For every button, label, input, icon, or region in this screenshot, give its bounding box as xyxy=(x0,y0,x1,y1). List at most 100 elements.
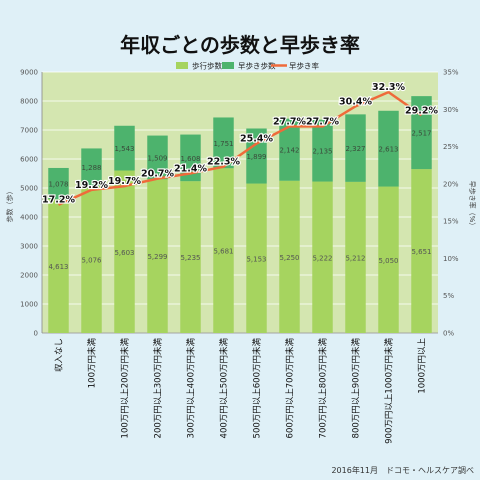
bar-walk xyxy=(378,186,399,333)
x-tick-label: 100万円未満 xyxy=(87,338,98,389)
bar-walk-label: 5,222 xyxy=(312,254,332,262)
legend-item: 早歩き歩数 xyxy=(222,61,276,71)
y-tick-right: 25% xyxy=(443,143,459,151)
y-tick-left: 0 xyxy=(34,330,38,338)
legend-label: 歩行歩数 xyxy=(192,61,222,71)
x-tick-label: 1000万円以上 xyxy=(418,338,428,394)
source-note: 2016年11月 ドコモ・ヘルスケア調べ xyxy=(331,466,474,475)
bar-walk xyxy=(345,181,366,333)
rate-label: 21.4% xyxy=(174,163,207,174)
bar-walk xyxy=(246,183,267,333)
bar-fast xyxy=(114,125,135,171)
legend-item: 歩行歩数 xyxy=(176,61,222,71)
rate-label: 32.3% xyxy=(372,82,405,93)
x-axis-categories: 収入なし 100万円未満 100万円以上200万円未満 200万円以上300万円未満 3… xyxy=(54,338,428,444)
bar-walk xyxy=(180,181,201,333)
rate-line-path xyxy=(57,90,423,206)
bar-fast-label: 1,288 xyxy=(81,164,101,172)
bar-walk xyxy=(213,168,234,333)
y-tick-right: 30% xyxy=(443,106,459,114)
y-axis-right-label: 早歩き率（%） xyxy=(468,181,477,230)
bar-walk-label: 5,050 xyxy=(378,257,398,265)
y-axis-left-label: 歩数（歩） xyxy=(5,188,14,223)
y-tick-left: 1000 xyxy=(20,301,38,309)
y-axis-left: 0 1000 2000 3000 4000 5000 6000 7000 8000 9000 xyxy=(20,69,38,338)
y-tick-right: 35% xyxy=(443,69,459,77)
bar-fast xyxy=(48,167,69,200)
legend-item: 早歩き率 xyxy=(271,61,319,71)
bar-fast-label: 1,608 xyxy=(180,155,200,163)
bar-walk-label: 5,299 xyxy=(147,253,167,261)
bar-fast xyxy=(147,135,168,180)
bar-walk-label: 4,613 xyxy=(48,263,68,271)
y-tick-left: 9000 xyxy=(20,69,38,77)
rate-label: 17.2% xyxy=(42,195,75,206)
plot-area xyxy=(42,72,438,333)
bar-walk xyxy=(411,169,432,333)
y-tick-left: 3000 xyxy=(20,243,38,251)
legend-swatch xyxy=(222,62,234,69)
rate-label: 22.3% xyxy=(207,157,240,168)
bar-fast xyxy=(180,134,201,182)
y-tick-left: 2000 xyxy=(20,272,38,280)
legend-label: 早歩き歩数 xyxy=(238,61,276,71)
rate-label: 29.2% xyxy=(405,105,438,116)
bar-walk xyxy=(48,199,69,333)
rate-label: 19.7% xyxy=(108,176,141,187)
chart-title: 年収ごとの歩数と早歩き率 xyxy=(120,33,360,57)
y-tick-right: 10% xyxy=(443,255,459,263)
bar-fast-label: 1,509 xyxy=(147,154,167,162)
x-tick-label: 700万円以上800万円未満 xyxy=(318,338,329,439)
bar-walk-label: 5,681 xyxy=(213,248,233,256)
bar-fast-label: 2,142 xyxy=(279,147,299,155)
gridlines xyxy=(41,71,438,334)
bar-walk xyxy=(312,181,333,333)
rate-label: 30.4% xyxy=(339,96,372,107)
rate-line: 17.2%19.2% 19.7%20.7% 21.4%22.3%25.4%27.7%… xyxy=(41,81,440,207)
bar-walk-label: 5,250 xyxy=(279,254,299,262)
rate-label: 19.2% xyxy=(75,180,108,191)
bar-fast-label: 1,899 xyxy=(246,153,266,161)
bar-fast xyxy=(213,117,234,169)
legend-label: 早歩き率 xyxy=(289,61,319,71)
y-tick-left: 8000 xyxy=(20,98,38,106)
bar-fast xyxy=(81,148,102,186)
x-tick-label: 100万円以上200万円未満 xyxy=(120,338,131,439)
y-tick-left: 5000 xyxy=(20,185,38,193)
x-tick-label: 500万円以上600万円未満 xyxy=(252,338,263,439)
bar-fast xyxy=(378,110,399,187)
x-tick-label: 300万円以上400万円未満 xyxy=(186,338,197,439)
bar-walk-label: 5,212 xyxy=(345,254,365,262)
rate-label: 27.7% xyxy=(306,116,339,127)
bar-walk xyxy=(81,185,102,333)
x-tick-label: 収入なし xyxy=(54,338,65,372)
bar-walk-label: 5,076 xyxy=(81,256,102,264)
x-tick-label: 400万円以上500万円未満 xyxy=(219,338,230,439)
y-tick-left: 6000 xyxy=(20,156,38,164)
bar-fast xyxy=(279,118,300,181)
x-tick-label: 900万円以上1000万円未満 xyxy=(384,338,395,444)
bar-walk-label: 5,603 xyxy=(114,249,134,257)
bar-fast-label: 1,751 xyxy=(213,140,233,148)
bar-fast-label: 2,135 xyxy=(312,148,332,156)
bar-walk-label: 5,235 xyxy=(180,254,200,262)
y-tick-right: 15% xyxy=(443,218,459,226)
y-axis-right: 0% 5% 10% 15% 20% 25% 30% 35% xyxy=(443,69,459,338)
bar-fast-label: 2,327 xyxy=(345,145,365,153)
y-tick-left: 7000 xyxy=(20,127,38,135)
bar-fast-label: 1,543 xyxy=(114,145,134,153)
bar-walk xyxy=(114,170,135,333)
rate-label: 25.4% xyxy=(240,134,273,145)
bar-fast-label: 1,078 xyxy=(48,181,68,189)
bar-walk-label: 5,153 xyxy=(246,255,266,263)
bar-fast xyxy=(345,114,366,182)
y-tick-right: 20% xyxy=(443,180,459,188)
legend-swatch xyxy=(176,62,188,69)
bar-walk-label: 5,651 xyxy=(411,248,431,256)
bar-fast xyxy=(312,119,333,182)
legend: 歩行歩数 早歩き歩数 早歩き率 xyxy=(176,61,319,71)
bar-walk xyxy=(147,179,168,333)
bar-fast-label: 2,613 xyxy=(378,146,398,154)
rate-label: 27.7% xyxy=(273,116,306,127)
